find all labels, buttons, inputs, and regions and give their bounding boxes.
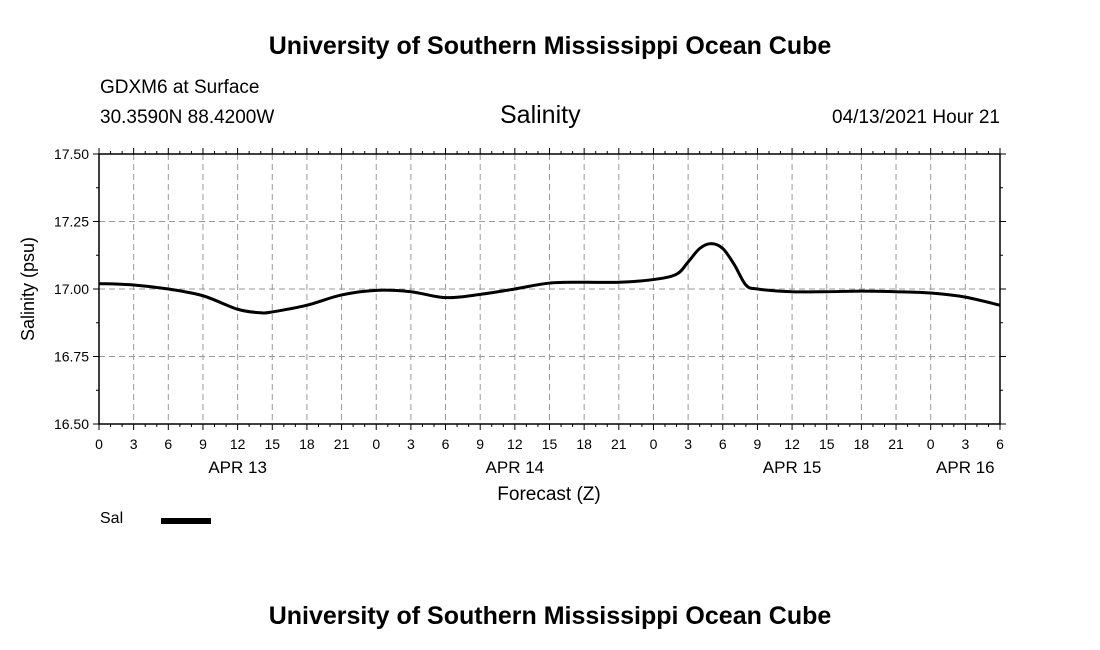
bottom-title: University of Southern Mississippi Ocean… — [268, 602, 832, 630]
x-tick-label: 21 — [611, 436, 627, 452]
x-tick-label: 6 — [442, 436, 450, 452]
x-tick-label: 3 — [130, 436, 138, 452]
legend-swatch — [161, 518, 211, 524]
chart-title: Salinity — [500, 101, 581, 129]
x-tick-label: 0 — [372, 436, 380, 452]
x-tick-label: 15 — [264, 436, 280, 452]
x-tick-label: 3 — [961, 436, 969, 452]
date-label: APR 14 — [486, 458, 545, 477]
x-tick-label: 18 — [854, 436, 870, 452]
x-tick-label: 18 — [576, 436, 592, 452]
x-tick-label: 15 — [542, 436, 558, 452]
x-axis: 0 3 6 9 12 15 18 21 0 3 6 9 12 15 18 21 0 3 6 9 12 15 18 21 0 3 6 — [95, 148, 1004, 452]
legend-label: Sal — [100, 510, 124, 527]
salinity-chart: 17.50 17.25 17.00 16.75 16.50 0 3 6 9 12 15 18 21 0 3… — [18, 146, 1006, 505]
x-tick-label: 9 — [754, 436, 762, 452]
y-axis: 17.50 17.25 17.00 16.75 16.50 — [54, 146, 1006, 432]
x-tick-label: 12 — [784, 436, 800, 452]
date-labels: APR 13 APR 14 APR 15 APR 16 — [208, 458, 994, 477]
y-tick-label: 16.50 — [54, 416, 89, 432]
x-tick-label: 12 — [507, 436, 523, 452]
x-tick-label: 15 — [819, 436, 835, 452]
y-tick-label: 17.25 — [54, 214, 89, 230]
x-tick-label: 6 — [996, 436, 1004, 452]
x-tick-label: 3 — [684, 436, 692, 452]
x-axis-label: Forecast (Z) — [497, 484, 600, 505]
x-tick-label: 21 — [334, 436, 350, 452]
date-label: APR 16 — [936, 458, 995, 477]
x-tick-label: 6 — [719, 436, 727, 452]
x-tick-label: 9 — [199, 436, 207, 452]
x-tick-label: 12 — [230, 436, 246, 452]
x-tick-label: 0 — [95, 436, 103, 452]
grid — [99, 154, 1000, 424]
x-tick-label: 0 — [927, 436, 935, 452]
x-tick-label: 3 — [407, 436, 415, 452]
x-tick-label: 0 — [650, 436, 658, 452]
date-label: APR 13 — [208, 458, 267, 477]
x-tick-label: 9 — [476, 436, 484, 452]
series-line-sal — [98, 242, 1001, 315]
x-tick-label: 18 — [299, 436, 315, 452]
y-tick-label: 17.50 — [54, 146, 89, 162]
top-title: University of Southern Mississippi Ocean… — [268, 32, 832, 60]
y-tick-label: 16.75 — [54, 349, 89, 365]
coordinates-label: 30.3590N 88.4200W — [100, 107, 275, 128]
x-tick-label: 6 — [164, 436, 172, 452]
forecast-date: 04/13/2021 Hour 21 — [832, 107, 1000, 128]
y-tick-label: 17.00 — [54, 281, 89, 297]
x-tick-label: 21 — [888, 436, 904, 452]
date-label: APR 15 — [763, 458, 822, 477]
y-axis-label: Salinity (psu) — [18, 237, 38, 341]
station-label: GDXM6 at Surface — [100, 77, 260, 98]
